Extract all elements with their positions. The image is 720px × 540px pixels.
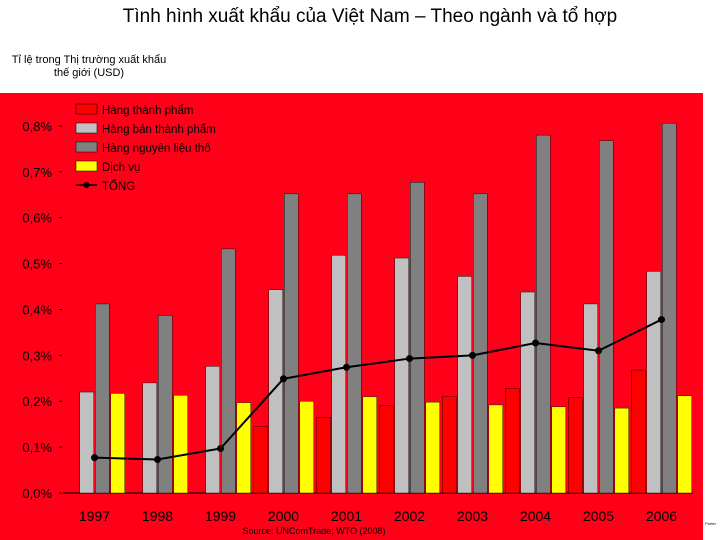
line-point-2005 (595, 347, 602, 355)
source-note: Source: UNComTrade; WTO (2008) (242, 526, 385, 536)
bar-3-1997 (110, 393, 125, 494)
legend-swatch-1 (75, 122, 98, 134)
bar-0-2000 (253, 426, 268, 494)
bar-1-1998 (142, 382, 157, 494)
bar-2-1999 (221, 248, 236, 494)
bar-1-2005 (583, 303, 598, 494)
bar-1-2006 (646, 271, 661, 494)
y-tick-label-7: 0,7% (22, 165, 52, 180)
bar-2-2002 (410, 182, 425, 494)
bar-2-2005 (599, 140, 614, 494)
bar-1-2003 (457, 276, 472, 494)
bar-3-2004 (551, 406, 566, 494)
y-tick-label-3: 0,3% (22, 348, 52, 363)
legend-label-4: TỔNG (102, 180, 135, 193)
legend-label-0: Hàng thành phẩm (102, 105, 193, 117)
x-tick-label-2004: 2004 (520, 508, 551, 524)
legend-swatch-marker-4 (83, 182, 90, 188)
line-point-2002 (406, 355, 413, 363)
bar-1-1997 (79, 391, 94, 494)
line-point-2001 (343, 363, 350, 371)
x-tick-label-2003: 2003 (457, 508, 488, 524)
line-point-2004 (532, 339, 539, 347)
legend-swatch-3 (75, 160, 98, 172)
y-tick-label-5: 0,5% (22, 257, 52, 272)
x-tick-label-1997: 1997 (79, 508, 110, 524)
x-tick-label-1998: 1998 (142, 508, 173, 524)
line-series-0 (94, 318, 662, 461)
legend-label-1: Hàng bán thành phẩm (102, 124, 216, 136)
x-tick-label-2000: 2000 (268, 508, 299, 524)
line-point-1997 (91, 454, 98, 462)
line-point-2003 (469, 351, 476, 359)
bar-2-2001 (347, 193, 362, 494)
x-tick-label-2005: 2005 (583, 508, 614, 524)
x-tick-label-2006: 2006 (646, 508, 677, 524)
bar-1-2004 (520, 291, 535, 494)
bar-0-2004 (505, 388, 520, 494)
chart: Hàng thành phẩm Hàng bán thành phẩm Hàng n… (0, 93, 703, 540)
x-tick-label-2002: 2002 (394, 508, 425, 524)
line-point-1998 (154, 456, 161, 464)
page-title: Tình hình xuất khẩu của Việt Nam – Theo … (122, 6, 618, 27)
y-tick-label-2: 0,2% (22, 394, 52, 409)
x-tick-label-1999: 1999 (205, 508, 236, 524)
y-axis-caption: Tỉ lệ trong Thị trường xuất khẩu thế giớ… (11, 54, 167, 79)
bar-0-2005 (568, 397, 583, 494)
bar-1-2000 (268, 289, 283, 494)
line-point-2000 (280, 375, 287, 383)
bar-3-2000 (299, 401, 314, 494)
bar-0-2001 (316, 417, 331, 494)
legend-label-2: Hàng nguyên liệu thô (102, 143, 211, 155)
bar-0-2006 (631, 369, 646, 494)
bar-3-2005 (614, 407, 629, 494)
bar-3-2001 (362, 396, 377, 494)
y-tick-label-1: 0,1% (22, 440, 52, 455)
bar-2-1998 (158, 315, 173, 494)
bar-3-2003 (488, 404, 503, 494)
bar-1-1999 (205, 366, 220, 494)
bar-1-2002 (394, 257, 409, 494)
y-tick-label-0: 0,0% (22, 486, 52, 501)
bar-2-2000 (284, 193, 299, 494)
bar-3-2006 (677, 395, 692, 494)
bar-0-2003 (442, 396, 457, 494)
legend-swatch-2 (75, 141, 98, 153)
y-tick-label-6: 0,6% (22, 211, 52, 226)
bar-2-1997 (95, 303, 110, 494)
bar-0-2002 (379, 405, 394, 494)
bar-3-2002 (425, 401, 440, 494)
y-tick-label-8: 0,8% (22, 119, 52, 134)
bar-2-2004 (536, 134, 551, 494)
bar-2-2006 (662, 122, 677, 494)
legend-label-3: Dịch vụ (102, 162, 140, 174)
line-point-1999 (217, 444, 224, 452)
legend-swatch-0 (75, 103, 98, 115)
y-tick-label-4: 0,4% (22, 302, 52, 317)
bar-2-2003 (473, 193, 488, 494)
line-point-2006 (658, 316, 665, 324)
bar-3-1998 (173, 395, 188, 494)
x-tick-label-2001: 2001 (331, 508, 362, 524)
corner-note: Porter (705, 521, 716, 526)
bar-1-2001 (331, 255, 346, 494)
